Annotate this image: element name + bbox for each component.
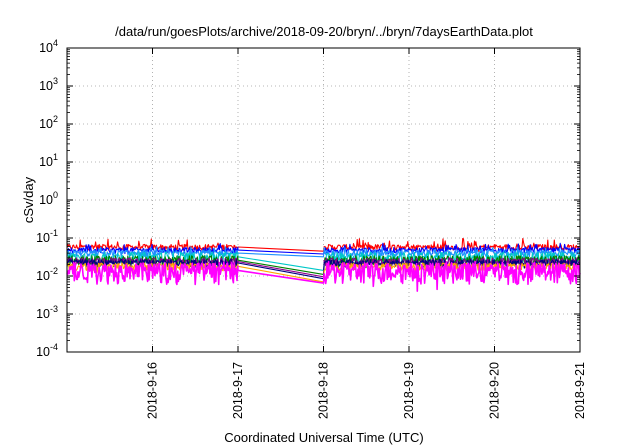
- y-tick-base: 10: [36, 231, 50, 245]
- y-tick-exponent: -2: [50, 266, 58, 276]
- series-line-4: [66, 251, 581, 271]
- y-tick-label: 10-1: [36, 228, 58, 245]
- y-tick-label: 102: [39, 114, 58, 131]
- x-tick-label: 2018-9-16: [146, 362, 160, 419]
- y-tick-exponent: 3: [53, 76, 58, 86]
- y-tick-base: 10: [36, 345, 50, 359]
- series-line-9: [66, 260, 581, 292]
- y-tick-label: 103: [39, 76, 58, 93]
- chart-title: /data/run/goesPlots/archive/2018-09-20/b…: [115, 24, 533, 39]
- y-tick-exponent: 4: [53, 38, 58, 48]
- x-tick-label: 2018-9-20: [488, 362, 502, 419]
- y-tick-label: 101: [39, 152, 58, 169]
- y-tick-label: 104: [39, 38, 58, 55]
- y-tick-label: 10-4: [36, 342, 58, 359]
- y-axis-label: cSv/day: [21, 176, 36, 223]
- series-layer: [66, 237, 581, 292]
- y-tick-exponent: 2: [53, 114, 58, 124]
- y-tick-base: 10: [39, 117, 53, 131]
- y-tick-exponent: 0: [53, 190, 58, 200]
- x-axis-tick-labels: 2018-9-16 2018-9-17 2018-9-18 2018-9-19 2018…: [146, 362, 588, 419]
- x-axis-label: Coordinated Universal Time (UTC): [224, 430, 423, 445]
- x-tick-label: 2018-9-17: [231, 362, 245, 419]
- y-tick-base: 10: [36, 269, 50, 283]
- y-tick-base: 10: [39, 155, 53, 169]
- y-tick-base: 10: [39, 193, 53, 207]
- x-tick-label: 2018-9-21: [573, 362, 587, 419]
- x-tick-label: 2018-9-18: [317, 362, 331, 419]
- series-line-2: [66, 242, 581, 255]
- y-tick-exponent: -3: [50, 304, 58, 314]
- y-tick-base: 10: [39, 79, 53, 93]
- y-tick-exponent: -1: [50, 228, 58, 238]
- y-tick-exponent: -4: [50, 342, 58, 352]
- y-tick-label: 10-3: [36, 304, 58, 321]
- y-tick-base: 10: [39, 41, 53, 55]
- y-tick-base: 10: [36, 307, 50, 321]
- grid: [67, 48, 580, 352]
- y-tick-label: 100: [39, 190, 58, 207]
- y-tick-exponent: 1: [53, 152, 58, 162]
- axis-ticks: [67, 47, 581, 353]
- y-tick-label: 10-2: [36, 266, 58, 283]
- x-tick-label: 2018-9-19: [402, 362, 416, 419]
